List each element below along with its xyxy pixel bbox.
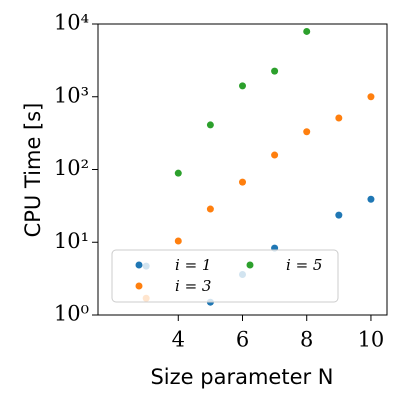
x-tick-label: 10 — [358, 328, 385, 352]
x-axis-label: Size parameter N — [150, 365, 333, 389]
y-tick-label: 10² — [54, 156, 89, 180]
point — [239, 82, 246, 90]
point — [335, 211, 343, 219]
point — [174, 169, 182, 177]
legend-marker — [135, 261, 143, 269]
y-tick-label: 10³ — [54, 83, 89, 107]
y-tick-label: 10⁴ — [54, 11, 89, 35]
y-tick-label: 10¹ — [54, 229, 89, 253]
point — [367, 195, 375, 203]
x-tick-label: 4 — [172, 328, 185, 352]
point — [303, 128, 311, 136]
point — [174, 237, 182, 245]
point — [271, 151, 279, 159]
y-tick-label: 10⁰ — [54, 302, 89, 326]
legend-label: i = 5 — [286, 256, 322, 274]
point — [303, 27, 311, 35]
y-axis-label: CPU Time [s] — [21, 103, 45, 238]
legend-label: i = 3 — [175, 277, 211, 295]
point — [271, 67, 279, 75]
legend-marker — [135, 282, 143, 290]
x-tick-label: 8 — [300, 328, 313, 352]
x-tick-label: 6 — [236, 328, 249, 352]
point — [335, 114, 343, 122]
point — [367, 93, 375, 101]
point — [239, 178, 246, 186]
legend-marker — [246, 261, 254, 269]
plot-frame — [97, 23, 388, 316]
point — [206, 205, 214, 213]
legend-label: i = 1 — [175, 256, 211, 274]
legend-box — [111, 249, 339, 303]
point — [206, 121, 214, 129]
